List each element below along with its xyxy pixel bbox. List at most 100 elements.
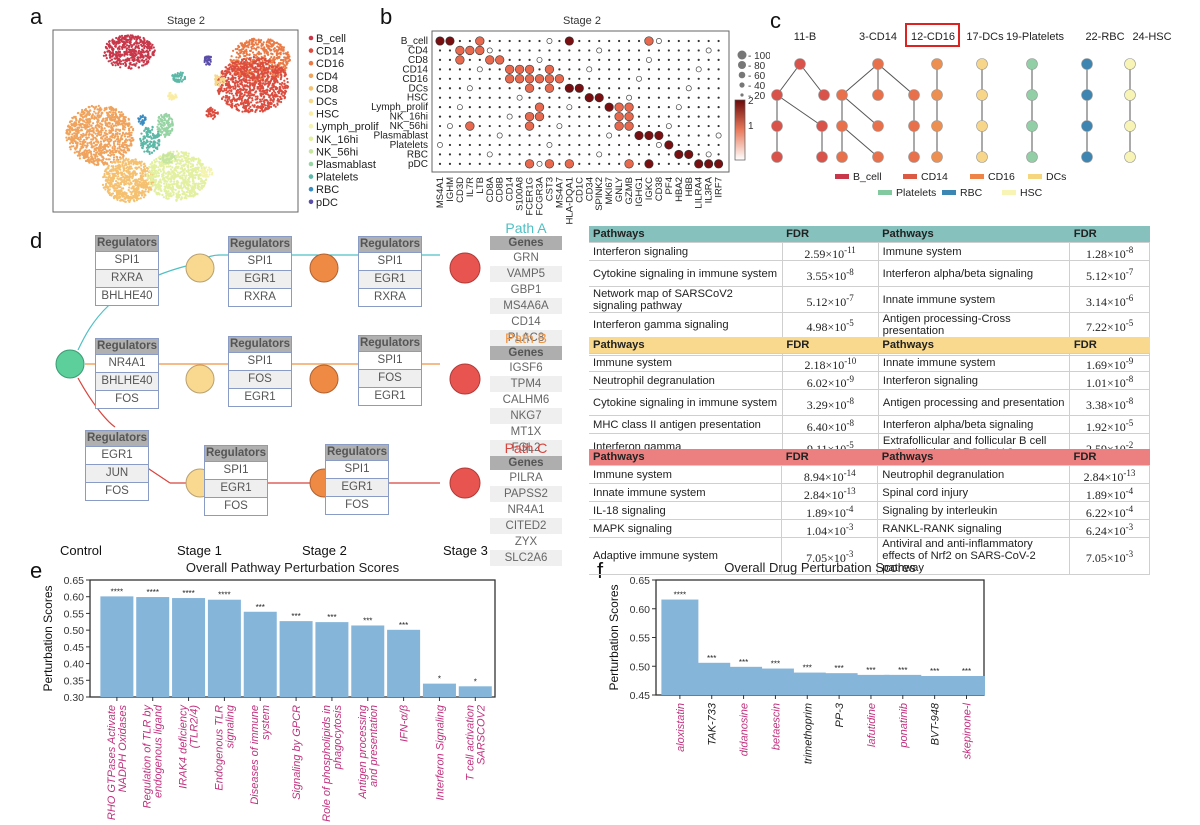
dotplot-dot <box>578 68 581 71</box>
dotplot-dot <box>558 106 561 109</box>
umap-point <box>228 66 231 69</box>
umap-point <box>177 75 180 78</box>
umap-point <box>104 137 107 140</box>
umap-point <box>152 46 155 49</box>
umap-point <box>256 55 259 58</box>
dotplot-dot <box>488 115 491 118</box>
umap-point <box>159 170 162 173</box>
dotplot-dot <box>568 115 571 118</box>
umap-point <box>118 35 121 38</box>
umap-point <box>157 188 160 191</box>
umap-point <box>97 163 100 166</box>
umap-point <box>133 37 136 40</box>
umap-point <box>168 184 171 187</box>
dotplot-dot <box>636 75 642 82</box>
umap-point <box>220 97 224 101</box>
dotplot-dot <box>438 106 442 109</box>
umap-point <box>265 52 268 55</box>
umap-point <box>256 65 259 68</box>
umap-point <box>168 195 171 198</box>
umap-point <box>268 96 271 99</box>
umap-point <box>272 76 275 79</box>
dotplot-dot <box>558 49 561 52</box>
umap-point <box>146 128 149 131</box>
umap-point <box>171 183 174 186</box>
umap-point <box>182 172 185 175</box>
umap-point <box>146 169 149 173</box>
umap-point <box>260 72 263 75</box>
umap-point <box>262 103 265 106</box>
umap-point <box>253 70 256 73</box>
umap-point <box>110 124 113 127</box>
umap-cluster-dcs <box>214 74 226 87</box>
umap-point <box>214 75 217 78</box>
dotplot-dot <box>588 115 591 118</box>
umap-point <box>164 163 167 166</box>
umap-point <box>124 151 128 154</box>
umap-point <box>151 132 154 135</box>
umap-point <box>183 181 186 184</box>
umap-point <box>258 73 261 76</box>
umap-point <box>112 158 115 161</box>
umap-point <box>137 117 140 120</box>
dotplot-dot <box>717 49 720 52</box>
umap-point <box>228 68 231 71</box>
dotplot-dot <box>667 87 670 90</box>
umap-point <box>265 71 268 74</box>
umap-point <box>198 169 201 172</box>
umap-point <box>94 112 97 115</box>
umap-point <box>188 173 191 176</box>
umap-point <box>132 163 135 166</box>
dotplot-dot <box>438 68 442 71</box>
umap-point <box>124 61 127 64</box>
umap-point <box>246 85 249 88</box>
umap-point <box>285 90 288 93</box>
umap-point <box>79 123 82 126</box>
umap-point <box>117 110 121 114</box>
umap-point <box>226 67 229 70</box>
dotplot-dot <box>667 77 670 80</box>
umap-point <box>125 157 128 160</box>
umap-point <box>244 102 247 105</box>
umap-point <box>276 45 279 48</box>
umap-point <box>159 133 163 136</box>
umap-point <box>226 98 229 101</box>
umap-point <box>177 152 180 155</box>
dotplot-dot <box>544 74 555 84</box>
dotplot-dot <box>697 49 700 52</box>
umap-point <box>121 173 124 176</box>
umap-point <box>123 191 126 194</box>
umap-point <box>81 135 84 138</box>
umap-point <box>122 157 125 160</box>
dotplot-dot <box>637 39 641 43</box>
umap-point <box>115 128 118 131</box>
umap-point <box>108 106 111 109</box>
umap-point <box>250 101 253 104</box>
umap-point <box>113 172 116 175</box>
umap-point <box>273 50 276 53</box>
umap-point <box>133 55 136 58</box>
umap-point <box>114 64 117 67</box>
umap-point <box>139 122 142 125</box>
umap-point <box>169 178 173 181</box>
umap-point <box>128 35 131 39</box>
umap-point <box>105 123 108 126</box>
umap-point <box>110 126 113 129</box>
dotplot-dot <box>598 106 601 109</box>
umap-point <box>118 143 121 146</box>
dotplot-dot <box>618 39 621 43</box>
dotplot-dot <box>647 87 651 90</box>
umap-point <box>218 80 221 83</box>
umap-point <box>251 42 254 45</box>
umap-point <box>168 117 171 120</box>
umap-point <box>139 139 142 142</box>
umap-point <box>220 74 223 77</box>
umap-point <box>74 140 77 143</box>
umap-point <box>286 77 289 80</box>
umap-point <box>173 96 176 99</box>
umap-point <box>107 145 110 148</box>
dotplot-dot <box>657 68 660 71</box>
umap-point <box>134 180 137 183</box>
umap-point <box>95 134 99 137</box>
umap-point <box>190 159 193 162</box>
